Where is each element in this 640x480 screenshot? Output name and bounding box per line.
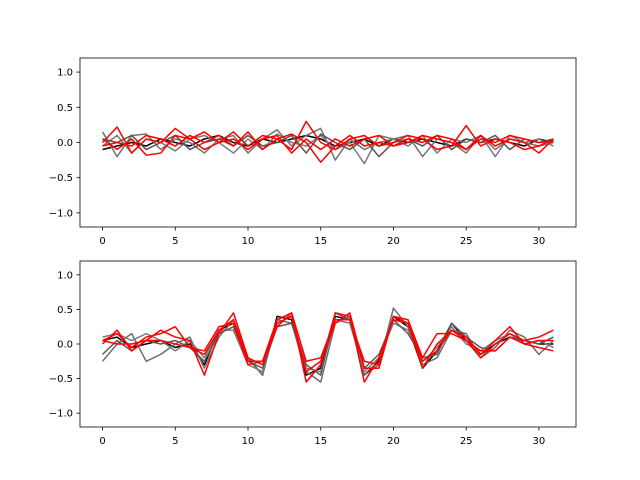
x-tick-label: 5 bbox=[172, 236, 178, 247]
y-tick-label: −0.5 bbox=[49, 374, 73, 385]
y-tick-label: 0.5 bbox=[57, 305, 73, 316]
x-tick-label: 10 bbox=[242, 236, 255, 247]
x-tick-label: 25 bbox=[460, 236, 473, 247]
y-tick-label: 0.0 bbox=[57, 340, 73, 351]
x-tick-label: 30 bbox=[533, 436, 546, 447]
x-tick-label: 5 bbox=[172, 436, 178, 447]
x-tick-label: 0 bbox=[99, 236, 105, 247]
series-line-6 bbox=[102, 131, 554, 163]
series-line-3 bbox=[102, 133, 554, 165]
series-line-5 bbox=[102, 120, 554, 154]
x-tick-label: 15 bbox=[314, 436, 327, 447]
x-tick-label: 0 bbox=[99, 436, 105, 447]
x-tick-label: 20 bbox=[387, 436, 400, 447]
x-tick-label: 15 bbox=[314, 236, 327, 247]
x-tick-label: 25 bbox=[460, 436, 473, 447]
series-line-7 bbox=[102, 131, 554, 156]
y-tick-label: 1.0 bbox=[57, 270, 73, 281]
series-line-7 bbox=[102, 312, 554, 366]
y-tick-label: −1.0 bbox=[49, 208, 73, 219]
y-tick-label: 0.5 bbox=[57, 103, 73, 114]
plot-area bbox=[101, 120, 554, 165]
axes-top: 0 5 10 15 20 25 30 −1.0 −0.5 0.0 0.5 1.0 bbox=[49, 57, 577, 247]
plot-area bbox=[101, 307, 554, 383]
x-tick-label: 20 bbox=[387, 236, 400, 247]
x-tick-label: 10 bbox=[242, 436, 255, 447]
axes-bottom: 0 5 10 15 20 25 30 −1.0 −0.5 0.0 0.5 1.0 bbox=[49, 260, 577, 447]
y-tick-label: −1.0 bbox=[49, 409, 73, 420]
y-tick-label: 1.0 bbox=[57, 68, 73, 79]
y-tick-label: 0.0 bbox=[57, 138, 73, 149]
series-line-6 bbox=[102, 312, 554, 373]
x-tick-label: 30 bbox=[533, 236, 546, 247]
y-tick-label: −0.5 bbox=[49, 173, 73, 184]
